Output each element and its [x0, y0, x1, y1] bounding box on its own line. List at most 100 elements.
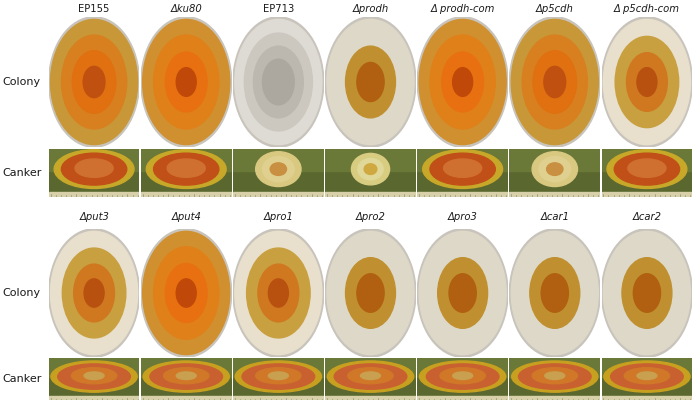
- Bar: [325, 149, 416, 170]
- Ellipse shape: [604, 361, 690, 392]
- Bar: [602, 192, 692, 197]
- Ellipse shape: [522, 35, 588, 129]
- Bar: [417, 192, 508, 197]
- Bar: [141, 396, 231, 400]
- Bar: [509, 149, 600, 170]
- Ellipse shape: [62, 248, 126, 338]
- Text: Δput3: Δput3: [79, 213, 109, 223]
- Text: Δcar2: Δcar2: [633, 213, 661, 223]
- Ellipse shape: [637, 372, 657, 379]
- Ellipse shape: [83, 66, 105, 98]
- Text: Δprodh: Δprodh: [352, 4, 389, 14]
- Bar: [141, 358, 231, 377]
- Ellipse shape: [417, 17, 508, 147]
- Ellipse shape: [58, 364, 130, 389]
- Ellipse shape: [235, 231, 322, 354]
- Ellipse shape: [270, 163, 286, 175]
- Text: Canker: Canker: [2, 168, 42, 178]
- Text: Canker: Canker: [2, 375, 42, 385]
- Ellipse shape: [539, 156, 570, 182]
- Ellipse shape: [71, 368, 116, 384]
- Ellipse shape: [364, 164, 377, 174]
- Ellipse shape: [358, 158, 383, 180]
- Ellipse shape: [49, 229, 139, 357]
- Ellipse shape: [615, 36, 678, 128]
- Ellipse shape: [545, 372, 565, 379]
- Ellipse shape: [51, 231, 138, 354]
- Text: Δpro2: Δpro2: [356, 213, 385, 223]
- Text: Δ p5cdh-com: Δ p5cdh-com: [614, 4, 680, 14]
- Bar: [417, 149, 508, 170]
- Ellipse shape: [263, 156, 295, 182]
- Ellipse shape: [51, 361, 137, 392]
- Ellipse shape: [532, 368, 577, 384]
- Ellipse shape: [51, 19, 138, 145]
- Ellipse shape: [254, 46, 304, 118]
- Ellipse shape: [154, 35, 219, 129]
- Bar: [509, 396, 600, 400]
- Ellipse shape: [143, 361, 229, 392]
- Text: Δ prodh-com: Δ prodh-com: [430, 4, 495, 14]
- Ellipse shape: [449, 274, 476, 312]
- Ellipse shape: [602, 17, 692, 147]
- Ellipse shape: [441, 52, 484, 112]
- Text: Colony: Colony: [2, 77, 40, 87]
- Bar: [49, 192, 139, 197]
- Bar: [602, 149, 692, 170]
- Ellipse shape: [62, 35, 127, 129]
- Ellipse shape: [325, 229, 416, 357]
- Ellipse shape: [509, 17, 600, 147]
- Bar: [141, 192, 231, 197]
- Ellipse shape: [346, 258, 396, 328]
- Bar: [602, 396, 692, 400]
- Ellipse shape: [245, 33, 313, 131]
- Ellipse shape: [530, 258, 580, 328]
- Ellipse shape: [54, 150, 134, 188]
- Ellipse shape: [430, 35, 495, 129]
- Ellipse shape: [235, 19, 322, 145]
- Ellipse shape: [256, 368, 301, 384]
- Bar: [509, 192, 600, 197]
- Ellipse shape: [419, 19, 506, 145]
- Ellipse shape: [453, 68, 473, 96]
- Ellipse shape: [417, 229, 508, 357]
- Ellipse shape: [547, 163, 563, 175]
- Ellipse shape: [84, 372, 104, 379]
- Text: Δcar1: Δcar1: [541, 213, 569, 223]
- Ellipse shape: [430, 153, 495, 185]
- Ellipse shape: [233, 229, 324, 357]
- Ellipse shape: [637, 68, 657, 96]
- Bar: [417, 358, 508, 377]
- Ellipse shape: [233, 17, 324, 147]
- Ellipse shape: [533, 51, 577, 113]
- Ellipse shape: [84, 279, 104, 307]
- Text: EP155: EP155: [78, 4, 109, 14]
- Ellipse shape: [357, 63, 384, 101]
- Ellipse shape: [143, 231, 230, 354]
- Ellipse shape: [511, 19, 598, 145]
- Ellipse shape: [360, 372, 380, 379]
- Bar: [325, 396, 416, 400]
- Bar: [233, 396, 324, 400]
- Ellipse shape: [327, 361, 414, 392]
- Ellipse shape: [167, 159, 205, 177]
- Ellipse shape: [628, 159, 666, 177]
- Ellipse shape: [263, 59, 295, 105]
- Text: Colony: Colony: [2, 288, 40, 298]
- Ellipse shape: [141, 229, 231, 357]
- Ellipse shape: [154, 247, 219, 339]
- Ellipse shape: [602, 229, 692, 357]
- Ellipse shape: [346, 46, 396, 118]
- Text: Δpro3: Δpro3: [448, 213, 477, 223]
- Text: Δpro1: Δpro1: [263, 213, 293, 223]
- Bar: [233, 149, 324, 170]
- Bar: [325, 192, 416, 197]
- Ellipse shape: [348, 368, 393, 384]
- Ellipse shape: [509, 229, 600, 357]
- Ellipse shape: [438, 258, 488, 328]
- Ellipse shape: [176, 279, 196, 307]
- Ellipse shape: [444, 159, 482, 177]
- Ellipse shape: [541, 274, 568, 312]
- Ellipse shape: [166, 263, 207, 322]
- Ellipse shape: [607, 150, 687, 188]
